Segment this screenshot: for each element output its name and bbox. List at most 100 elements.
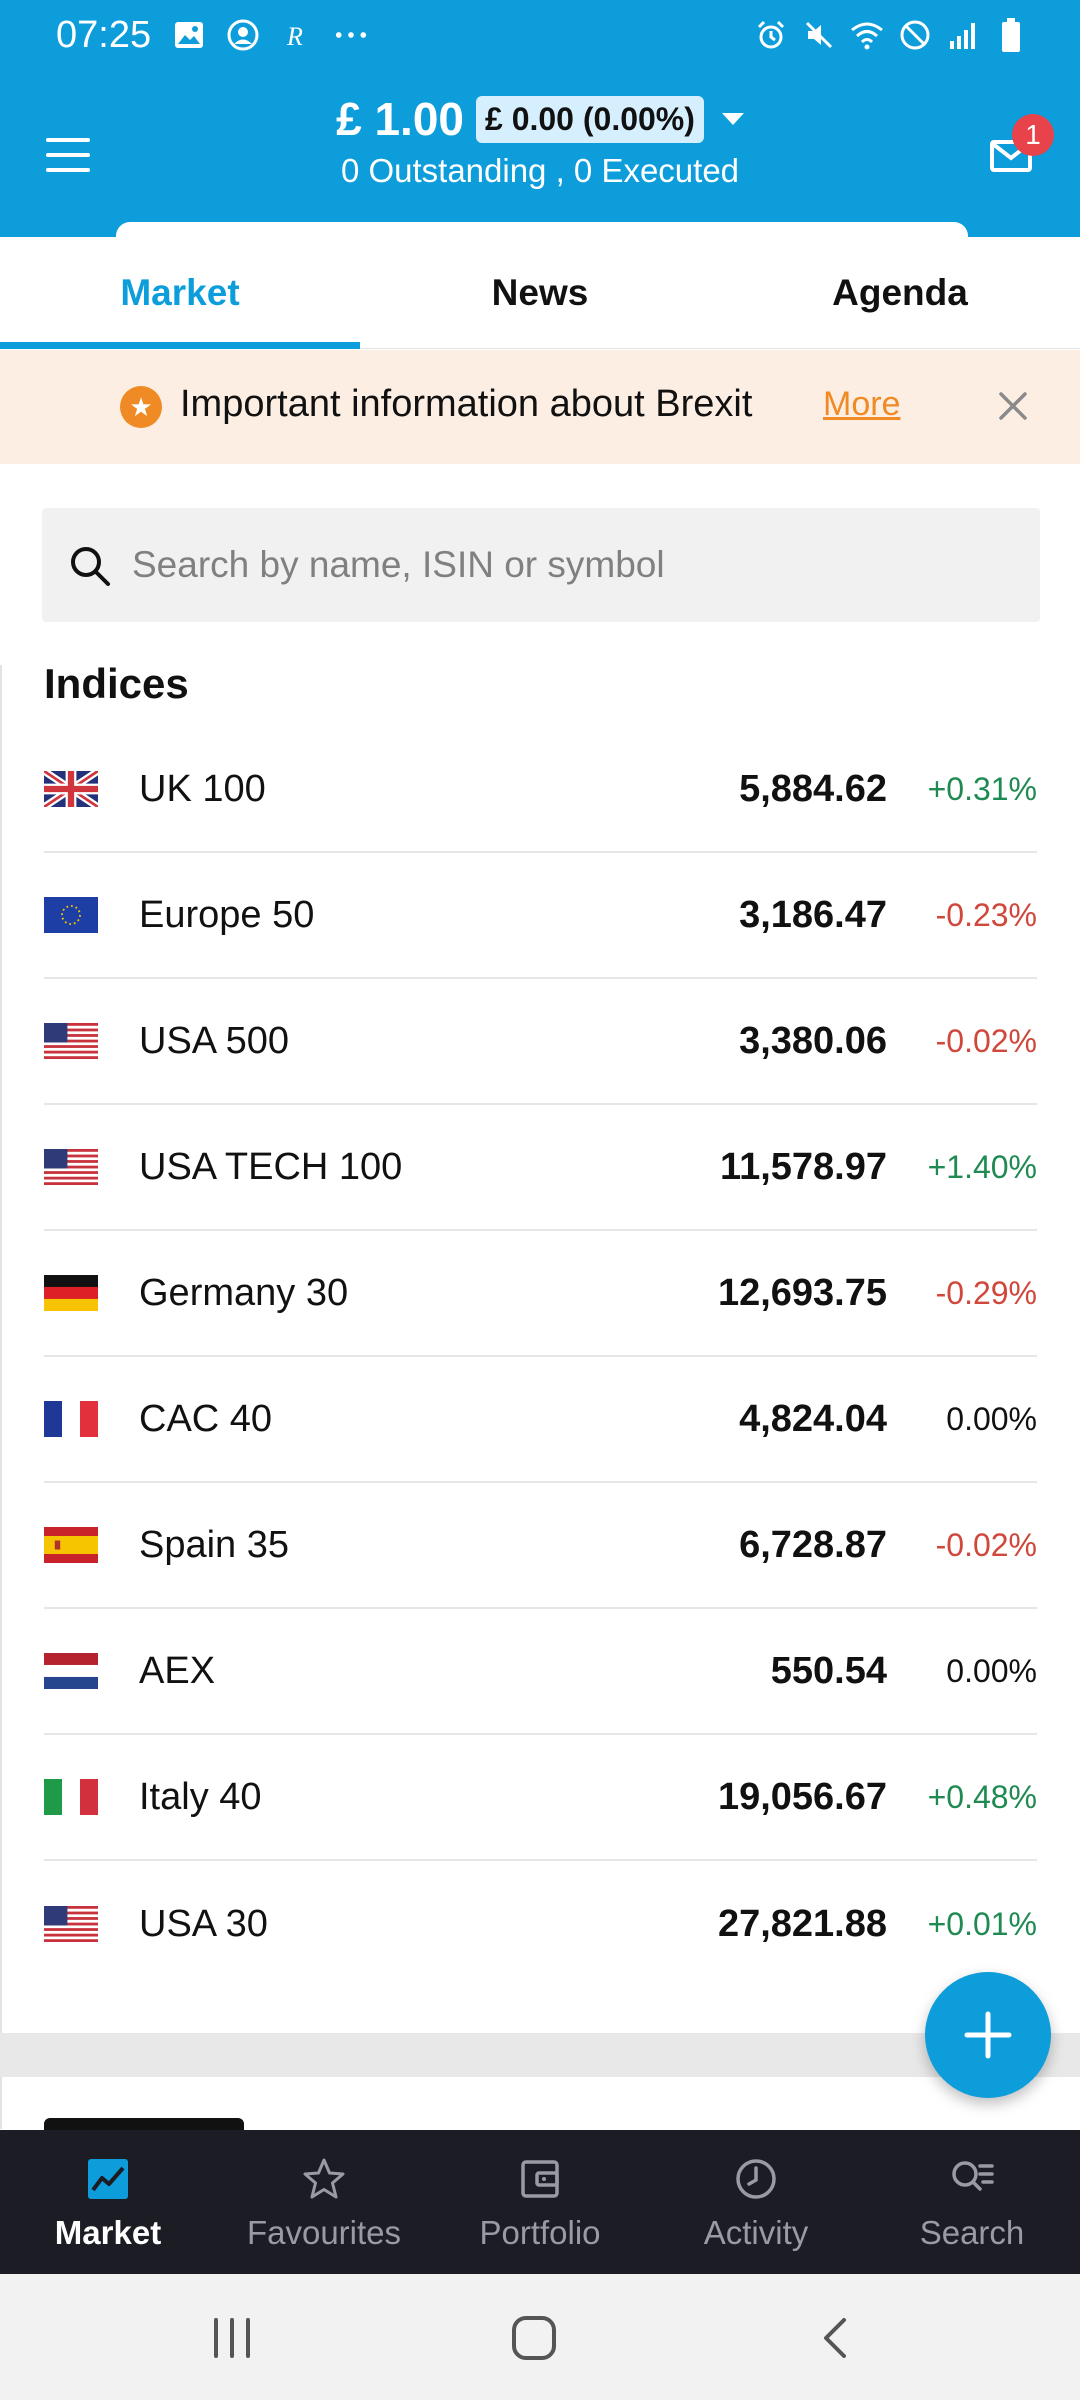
next-section-title-peek <box>44 2118 244 2130</box>
chevron-down-icon[interactable] <box>721 113 744 125</box>
list-item[interactable]: USA 30 27,821.88 +0.01% <box>44 1861 1037 1987</box>
search-input[interactable] <box>132 530 1012 600</box>
wifi-icon <box>850 18 884 52</box>
nav-label: Activity <box>703 2214 809 2251</box>
clock-icon <box>736 2159 776 2199</box>
us-flag-icon <box>44 1149 98 1185</box>
mute-icon <box>802 18 836 52</box>
more-dots-icon <box>334 18 368 52</box>
index-change: -0.02% <box>935 1526 1037 1563</box>
index-price: 3,186.47 <box>739 893 887 936</box>
system-navigation-bar <box>0 2274 1080 2400</box>
list-item[interactable]: USA TECH 100 11,578.97 +1.40% <box>44 1105 1037 1231</box>
tab-agenda[interactable]: Agenda <box>832 271 968 313</box>
no-sim-icon <box>898 18 932 52</box>
index-price: 19,056.67 <box>717 1775 887 1818</box>
list-item[interactable]: UK 100 5,884.62 +0.31% <box>44 727 1037 853</box>
index-price: 550.54 <box>770 1649 887 1692</box>
recent-apps-icon[interactable] <box>202 2312 262 2364</box>
netherlands-flag-icon <box>44 1653 98 1689</box>
search-list-icon <box>952 2161 994 2191</box>
market-chart-icon <box>88 2159 128 2199</box>
r-app-icon: R <box>280 18 314 52</box>
italy-flag-icon <box>44 1779 98 1815</box>
list-item[interactable]: Italy 40 19,056.67 +0.48% <box>44 1735 1037 1861</box>
notification-badge: 1 <box>1012 114 1054 156</box>
star-badge-icon: ★ <box>120 386 162 428</box>
list-item[interactable]: CAC 40 4,824.04 0.00% <box>44 1357 1037 1483</box>
list-item[interactable]: Germany 30 12,693.75 -0.29% <box>44 1231 1037 1357</box>
bottom-navigation: Market Favourites Portfolio Activity Sea… <box>0 2130 1080 2274</box>
index-name: USA 500 <box>139 1019 289 1062</box>
nav-activity[interactable]: Activity <box>648 2130 864 2274</box>
index-change: -0.02% <box>935 1022 1037 1059</box>
index-change: -0.29% <box>935 1274 1037 1311</box>
tab-news[interactable]: News <box>491 271 589 313</box>
profit-loss-badge: £ 0.00 (0.00%) <box>476 95 704 143</box>
index-change: 0.00% <box>946 1652 1037 1689</box>
section-title-indices: Indices <box>44 660 189 707</box>
list-item[interactable]: Spain 35 6,728.87 -0.02% <box>44 1483 1037 1609</box>
close-icon[interactable] <box>993 386 1033 426</box>
balance-value: £ 1.00 <box>336 93 464 145</box>
nav-label: Favourites <box>246 2214 402 2251</box>
uk-flag-icon <box>44 771 98 807</box>
nav-label: Market <box>54 2214 162 2251</box>
index-name: Europe 50 <box>139 893 315 936</box>
index-change: +1.40% <box>927 1148 1037 1185</box>
banner-more-link[interactable]: More <box>823 385 901 423</box>
account-icon <box>226 18 260 52</box>
star-icon <box>303 2158 345 2199</box>
index-price: 11,578.97 <box>720 1145 887 1188</box>
nav-favourites[interactable]: Favourites <box>216 2130 432 2274</box>
index-name: UK 100 <box>139 767 266 810</box>
section-divider <box>0 2033 1080 2077</box>
index-name: AEX <box>139 1649 216 1692</box>
us-flag-icon <box>44 1023 98 1059</box>
index-change: +0.01% <box>927 1905 1037 1942</box>
index-name: Spain 35 <box>139 1523 290 1566</box>
account-balance-selector[interactable]: £ 1.00 £ 0.00 (0.00%) <box>0 92 1080 146</box>
list-item[interactable]: AEX 550.54 0.00% <box>44 1609 1037 1735</box>
gallery-icon <box>172 18 206 52</box>
nav-portfolio[interactable]: Portfolio <box>432 2130 648 2274</box>
us-flag-icon <box>44 1906 98 1942</box>
index-price: 4,824.04 <box>739 1397 887 1440</box>
list-item[interactable]: USA 500 3,380.06 -0.02% <box>44 979 1037 1105</box>
index-price: 3,380.06 <box>739 1019 887 1062</box>
svg-text:R: R <box>286 22 303 50</box>
signal-icon <box>946 18 980 52</box>
add-button[interactable] <box>925 1972 1051 2098</box>
alarm-icon <box>754 18 788 52</box>
brexit-banner <box>0 350 1080 464</box>
index-price: 5,884.62 <box>739 767 887 810</box>
indices-list: UK 100 5,884.62 +0.31% Europe 50 3,186.4… <box>44 727 1037 1987</box>
index-change: 0.00% <box>946 1400 1037 1437</box>
tab-market[interactable]: Market <box>0 237 360 349</box>
search-box[interactable] <box>42 508 1040 622</box>
france-flag-icon <box>44 1401 98 1437</box>
index-name: USA TECH 100 <box>139 1145 403 1188</box>
index-price: 6,728.87 <box>739 1523 887 1566</box>
index-name: USA 30 <box>139 1902 268 1945</box>
status-bar: 07:25 R <box>0 0 1080 76</box>
index-name: CAC 40 <box>139 1397 273 1440</box>
spain-flag-icon <box>44 1527 98 1563</box>
germany-flag-icon <box>44 1275 98 1311</box>
status-time: 07:25 <box>56 14 152 56</box>
plus-icon <box>964 2011 1012 2059</box>
menu-icon[interactable] <box>46 138 90 172</box>
list-item[interactable]: Europe 50 3,186.47 -0.23% <box>44 853 1037 979</box>
nav-label: Search <box>919 2214 1025 2251</box>
index-price: 27,821.88 <box>717 1902 887 1945</box>
index-name: Germany 30 <box>139 1271 349 1314</box>
index-change: +0.31% <box>927 770 1037 807</box>
nav-market[interactable]: Market <box>0 2130 216 2274</box>
index-name: Italy 40 <box>139 1775 262 1818</box>
back-icon[interactable] <box>808 2312 868 2364</box>
search-icon <box>71 547 110 586</box>
nav-search[interactable]: Search <box>864 2130 1080 2274</box>
home-icon[interactable] <box>504 2312 564 2364</box>
index-change: -0.23% <box>935 896 1037 933</box>
indices-card <box>0 665 1080 2033</box>
